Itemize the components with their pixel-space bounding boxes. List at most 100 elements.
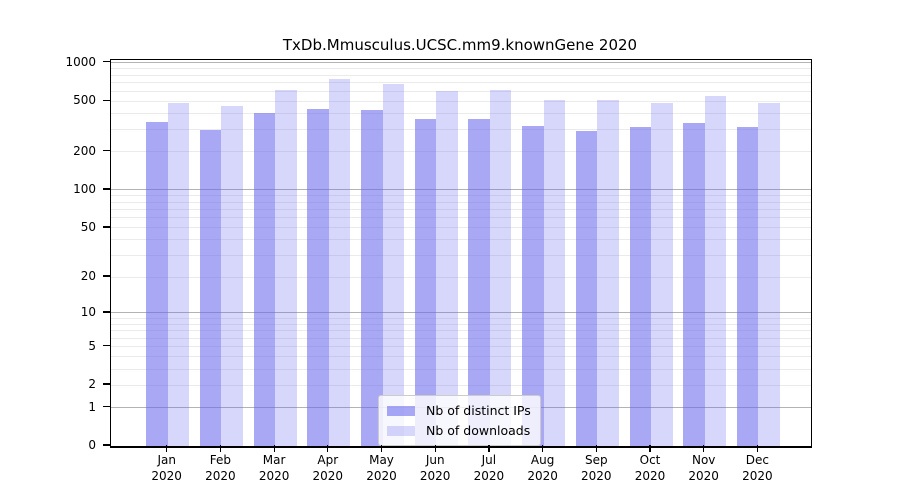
bar-distinct-ips-oct <box>629 127 651 446</box>
x-tick-label: Jun 2020 <box>419 453 451 483</box>
x-tick-label: Sep 2020 <box>581 453 612 483</box>
bar-downloads-apr <box>328 78 351 446</box>
bar-downloads-jun <box>436 91 458 446</box>
legend-item-distinct-ips: Nb of distinct IPs <box>387 401 531 420</box>
bar-distinct-ips-jul <box>468 118 490 446</box>
x-tick <box>649 445 651 452</box>
bar-distinct-ips-may <box>361 109 383 446</box>
y-tick <box>103 99 110 101</box>
bar-distinct-ips-jun <box>414 119 437 446</box>
bar-distinct-ips-jan <box>146 121 168 446</box>
x-tick <box>595 445 597 452</box>
gridline <box>111 90 811 92</box>
gridline <box>111 337 811 339</box>
y-tick <box>103 150 110 152</box>
x-tick-label: May 2020 <box>366 453 397 483</box>
bar-downloads-jan <box>167 102 190 446</box>
x-tick <box>219 445 222 452</box>
y-tick-label: 200 <box>73 143 96 158</box>
x-tick-label: Aug 2020 <box>527 453 558 483</box>
y-tick-label: 20 <box>80 269 96 284</box>
bar-downloads-aug <box>543 100 566 446</box>
gridline <box>111 128 811 130</box>
x-tick <box>542 445 544 452</box>
x-tick-label: Feb 2020 <box>205 453 236 483</box>
gridline <box>111 68 811 70</box>
y-tick <box>103 188 110 190</box>
legend-label-distinct-ips: Nb of distinct IPs <box>426 403 531 418</box>
x-tick-label: Apr 2020 <box>312 453 344 483</box>
y-tick-label: 50 <box>80 219 96 234</box>
gridline <box>111 356 811 358</box>
bar-downloads-jul <box>489 90 512 446</box>
gridline <box>111 151 811 153</box>
x-tick-label: Dec 2020 <box>742 453 773 483</box>
gridline <box>111 227 811 229</box>
gridline <box>111 323 811 325</box>
bar-distinct-ips-apr <box>307 109 329 446</box>
bar-downloads-oct <box>651 103 673 446</box>
gridline <box>111 254 811 256</box>
y-tick-label: 2 <box>88 377 96 392</box>
gridline <box>111 317 811 319</box>
bar-distinct-ips-dec <box>736 126 759 446</box>
gridline <box>111 217 811 219</box>
y-tick-label: 1 <box>88 399 96 414</box>
y-tick <box>103 344 110 347</box>
gridline <box>111 239 811 241</box>
y-tick-label: 100 <box>73 181 96 196</box>
x-tick-label: Nov 2020 <box>688 453 719 483</box>
gridline <box>111 209 811 210</box>
x-tick <box>273 445 275 452</box>
y-tick-label: 0 <box>88 438 96 452</box>
bar-downloads-mar <box>275 90 297 446</box>
x-tick <box>756 445 759 452</box>
bar-distinct-ips-mar <box>253 112 276 446</box>
y-tick <box>103 275 110 277</box>
legend: Nb of distinct IPs Nb of downloads <box>378 395 541 446</box>
y-tick-label: 1000 <box>65 54 96 69</box>
gridline <box>111 112 811 114</box>
y-tick-label: 5 <box>88 338 96 353</box>
gridline <box>111 81 811 83</box>
x-tick <box>327 445 329 452</box>
legend-item-downloads: Nb of downloads <box>387 421 531 440</box>
y-tick <box>103 383 110 385</box>
gridline <box>111 346 811 348</box>
x-tick <box>703 445 705 452</box>
legend-swatch-distinct-ips <box>387 405 415 416</box>
gridline <box>111 330 811 332</box>
bar-downloads-may <box>382 84 404 446</box>
y-tick <box>103 405 110 408</box>
gridline <box>111 189 811 191</box>
gridline <box>111 276 811 278</box>
grid-layer <box>111 60 811 446</box>
y-tick-label: 10 <box>80 304 96 319</box>
bar-downloads-feb <box>221 106 243 446</box>
bars-layer <box>111 60 811 446</box>
gridline <box>111 384 811 386</box>
bar-downloads-dec <box>758 103 780 446</box>
bar-distinct-ips-aug <box>522 126 544 446</box>
bar-downloads-sep <box>597 99 619 446</box>
legend-swatch-downloads <box>387 425 415 436</box>
plot-area: Nb of distinct IPs Nb of downloads <box>110 59 812 448</box>
bar-distinct-ips-sep <box>575 130 598 446</box>
gridline <box>111 62 811 64</box>
gridline <box>111 74 811 76</box>
x-tick-label: Jan 2020 <box>151 453 182 483</box>
y-tick <box>103 444 110 446</box>
x-tick-label: Jul 2020 <box>473 453 505 483</box>
bar-downloads-nov <box>704 96 727 446</box>
gridline <box>111 368 811 370</box>
gridline <box>111 312 811 314</box>
x-tick <box>488 445 490 452</box>
bar-distinct-ips-feb <box>199 129 222 446</box>
x-tick <box>380 445 383 452</box>
y-tick <box>103 311 110 313</box>
y-tick-label: 500 <box>73 93 96 108</box>
gridline <box>111 201 811 203</box>
gridline <box>111 195 811 197</box>
